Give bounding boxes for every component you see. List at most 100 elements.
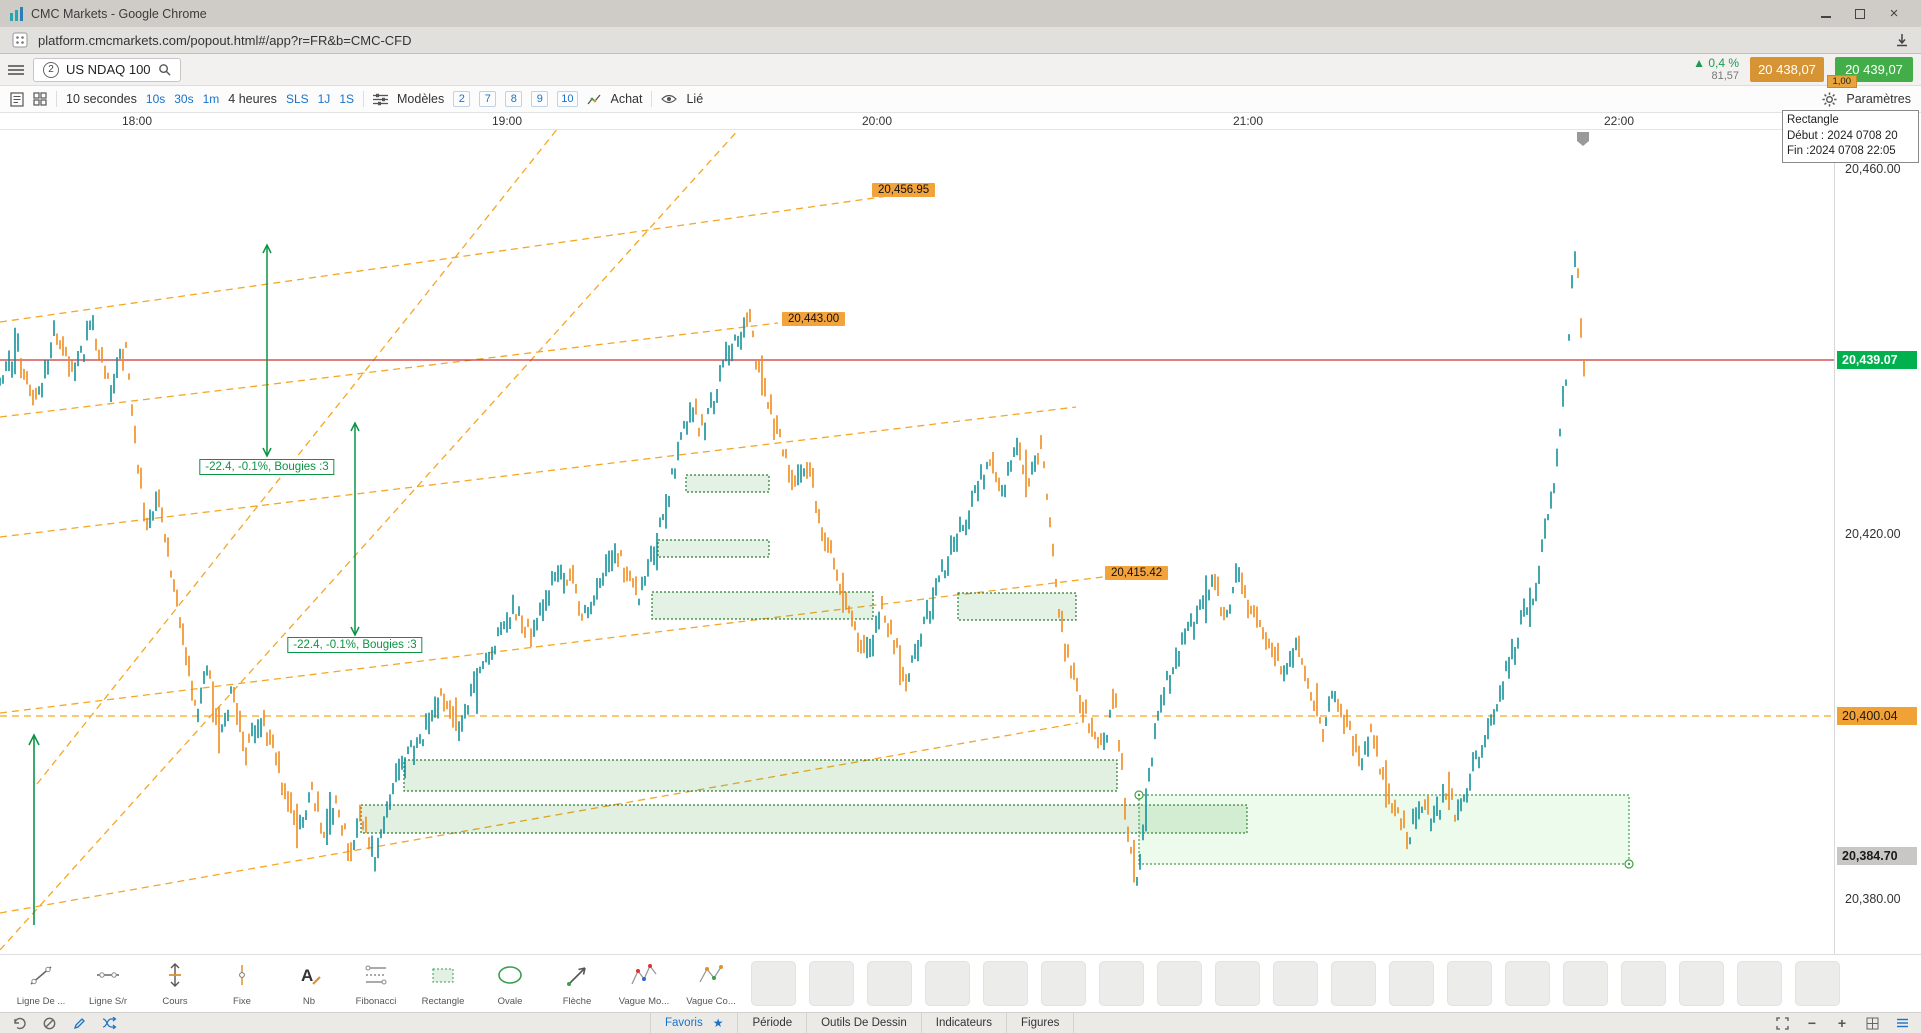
zoom-in-icon[interactable]: + [1837,1015,1847,1031]
empty-tool-slot[interactable] [1447,961,1492,1006]
order-panel-icon[interactable] [10,91,24,107]
bottom-tabs: Favoris ★ Période Outils De Dessin Indicateu… [650,1013,1075,1033]
settings-button[interactable]: Paramètres [1846,92,1911,106]
bottom-bar: Favoris ★ Période Outils De Dessin Indicateu… [0,1012,1921,1033]
url-bar: platform.cmcmarkets.com/popout.html#/app… [0,27,1921,54]
horizontal-line-icon [93,960,123,995]
change-block: ▲ 0,4 % 81,57 [1693,56,1739,83]
gear-icon[interactable] [1822,91,1837,107]
chart-number-9[interactable]: 9 [531,91,549,107]
tab-p-riode[interactable]: Période [737,1013,806,1033]
window-titlebar: CMC Markets - Google Chrome × [0,0,1921,27]
chart-number-8[interactable]: 8 [505,91,523,107]
empty-tool-slot[interactable] [1795,961,1840,1006]
maximize-button[interactable] [1843,0,1877,27]
period-1s-button[interactable]: 1S [339,92,354,106]
grid-scale-icon[interactable] [1863,1014,1881,1032]
tool-ovale[interactable]: Ovale [483,960,537,1007]
tab-favoris[interactable]: Favoris ★ [650,1013,737,1033]
time-label: 22:00 [1603,114,1635,128]
instrument-tab[interactable]: 2 US NDAQ 100 [33,57,181,82]
empty-tool-slot[interactable] [1331,961,1376,1006]
tool-cours[interactable]: Cours [148,960,202,1007]
tool-vague-mo[interactable]: Vague Mo... [617,960,671,1007]
tf-30s-button[interactable]: 30s [174,92,194,106]
empty-tool-slot[interactable] [1157,961,1202,1006]
tab-figures[interactable]: Figures [1006,1013,1075,1033]
time-axis[interactable]: 18:00 19:00 20:00 21:00 22:00 [0,113,1921,130]
minimize-button[interactable] [1809,0,1843,27]
layout-grid-icon[interactable] [33,92,47,106]
chart-count-badge: 2 [43,61,59,78]
linked-button[interactable]: Lié [686,92,704,106]
price-axis[interactable]: 20,460.00 20,439.07 20,420.00 20,400.04 20,3… [1834,113,1921,954]
chart-number-2[interactable]: 2 [453,91,471,107]
empty-tool-slot[interactable] [1737,961,1782,1006]
instrument-name: US NDAQ 100 [66,62,151,77]
download-icon[interactable] [1895,33,1909,47]
tool-fixe[interactable]: Fixe [215,960,269,1007]
menu-icon[interactable] [8,64,24,76]
rectangle-tooltip: Rectangle Début : 2024 0708 20 Fin :2024… [1782,110,1919,163]
text-note-icon: A [294,960,324,995]
tool-nb[interactable]: A Nb [282,960,336,1007]
tab-indicateurs[interactable]: Indicateurs [920,1013,1006,1033]
empty-tool-slot[interactable] [1505,961,1550,1006]
chart-number-10[interactable]: 10 [557,91,578,107]
search-icon[interactable] [158,63,171,76]
empty-tool-slot[interactable] [867,961,912,1006]
quantity-badge[interactable]: 1,00 [1826,75,1857,88]
buy-price-button[interactable]: 20 439,07 [1835,57,1913,82]
pencil-icon[interactable] [70,1014,88,1032]
trend-line-icon [26,960,56,995]
auto-scale-icon[interactable] [1893,1014,1911,1032]
site-icon[interactable] [12,32,28,48]
empty-tool-slot[interactable] [1215,961,1260,1006]
disable-drawing-icon[interactable] [40,1014,58,1032]
price-tick: 20,460.00 [1845,162,1901,176]
url-text[interactable]: platform.cmcmarkets.com/popout.html#/app… [38,32,412,48]
tool-fibonacci[interactable]: Fibonacci [349,960,403,1007]
empty-tool-slot[interactable] [1389,961,1434,1006]
empty-tool-slot[interactable] [1563,961,1608,1006]
empty-tool-slot[interactable] [1621,961,1666,1006]
tool-fl-che[interactable]: Flèche [550,960,604,1007]
wave-motive-icon [629,960,659,995]
pan-icon[interactable] [1773,1014,1791,1032]
empty-tool-slot[interactable] [751,961,796,1006]
tf-10s-button[interactable]: 10s [145,92,166,106]
empty-tool-slot[interactable] [809,961,854,1006]
chart-area[interactable]: 20,456.95 20,443.00 20,415.42 -22.4, -0.1%,… [0,130,1921,954]
price-tick: 20,420.00 [1845,527,1901,542]
empty-tool-slot[interactable] [1041,961,1086,1006]
tool-ligne-de[interactable]: Ligne De ... [14,960,68,1007]
arrow-icon [562,960,592,995]
chart-canvas [0,130,1834,951]
tab-outils-de-dessin[interactable]: Outils De Dessin [806,1013,921,1033]
sell-price-button[interactable]: 20 438,07 [1750,57,1824,82]
empty-tool-slot[interactable] [1679,961,1724,1006]
empty-tool-slot[interactable] [983,961,1028,1006]
zoom-out-icon[interactable]: − [1807,1015,1817,1031]
shuffle-icon[interactable] [100,1014,118,1032]
empty-tool-slot[interactable] [1099,961,1144,1006]
period-select[interactable]: 4 heures [228,92,277,106]
tooltip-end: Fin :2024 0708 22:05 [1787,145,1896,158]
tool-vague-co[interactable]: Vague Co... [684,960,738,1007]
period-1j-button[interactable]: 1J [317,92,331,106]
price-level-badge: 20,384.70 [1837,847,1917,866]
timeframe-select[interactable]: 10 secondes [66,92,137,106]
period-sls-button[interactable]: SLS [285,92,309,106]
empty-tool-slot[interactable] [1273,961,1318,1006]
buy-mode-button[interactable]: Achat [610,92,643,106]
tool-rectangle[interactable]: Rectangle [416,960,470,1007]
close-button[interactable]: × [1889,5,1899,22]
history-icon[interactable] [10,1014,28,1032]
empty-tool-slot[interactable] [925,961,970,1006]
models-button[interactable]: Modèles [397,92,445,106]
favorite-star-icon[interactable]: ★ [712,1016,724,1030]
chart-number-7[interactable]: 7 [479,91,497,107]
tf-1m-button[interactable]: 1m [202,92,220,106]
change-points: 81,57 [1711,70,1739,83]
tool-ligne-s-r[interactable]: Ligne S/r [81,960,135,1007]
